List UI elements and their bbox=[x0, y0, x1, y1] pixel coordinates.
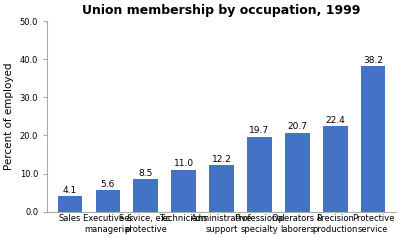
Bar bbox=[171, 170, 196, 212]
Text: 22.4: 22.4 bbox=[325, 116, 345, 125]
Text: 19.7: 19.7 bbox=[249, 126, 269, 135]
Bar bbox=[323, 126, 348, 212]
Text: 11.0: 11.0 bbox=[174, 159, 194, 168]
Text: 20.7: 20.7 bbox=[288, 122, 307, 131]
Bar bbox=[247, 137, 272, 212]
Bar bbox=[361, 66, 385, 212]
Title: Union membership by occupation, 1999: Union membership by occupation, 1999 bbox=[82, 4, 361, 17]
Bar bbox=[134, 179, 158, 212]
Bar bbox=[209, 165, 234, 212]
Text: 38.2: 38.2 bbox=[363, 55, 383, 64]
Text: 5.6: 5.6 bbox=[101, 180, 115, 189]
Bar bbox=[285, 133, 310, 212]
Text: 4.1: 4.1 bbox=[63, 185, 77, 194]
Bar bbox=[95, 190, 120, 212]
Text: 12.2: 12.2 bbox=[212, 155, 231, 164]
Text: 8.5: 8.5 bbox=[139, 169, 153, 178]
Y-axis label: Percent of employed: Percent of employed bbox=[4, 63, 14, 170]
Bar bbox=[58, 196, 82, 212]
